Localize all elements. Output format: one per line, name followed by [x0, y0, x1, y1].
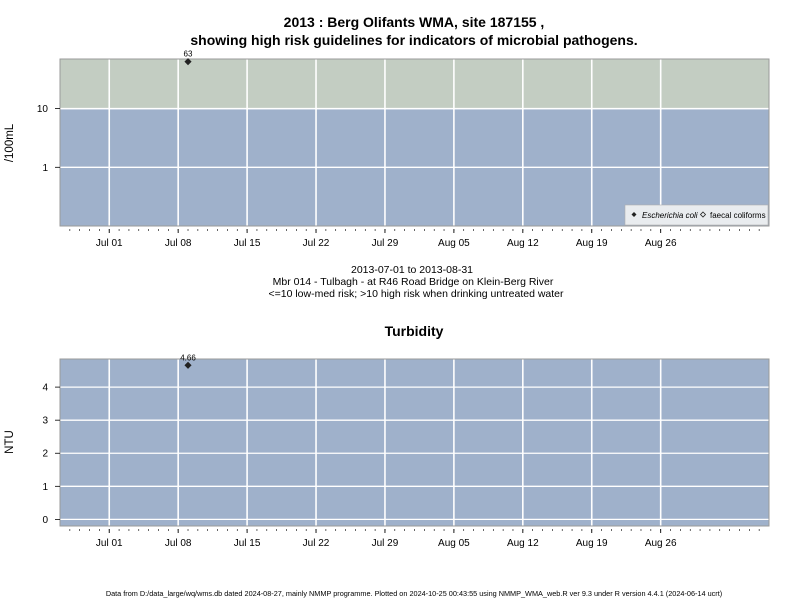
microbial-plot-frame: [59, 58, 770, 227]
data-point-marker: [184, 58, 192, 66]
data-point-marker: [184, 361, 192, 369]
microbial-points: 63: [184, 50, 193, 66]
microbial-x-ticks: Jul 01 Jul 08 Jul 15 Jul 22 Jul 29 Aug 05 Aug …: [69, 229, 760, 249]
microbial-chart: 2013 : Berg Olifants WMA, site 187155 , …: [4, 14, 770, 300]
turbidity-plot-frame: [59, 358, 770, 527]
x-tick-label: Jul 01: [96, 538, 123, 549]
risk-guideline-note: <=10 low-med risk; >10 high risk when dr…: [268, 288, 564, 300]
turbidity-points: 4.66: [180, 353, 196, 369]
turbidity-x-ticks: Jul 01 Jul 08 Jul 15 Jul 22 Jul 29 Aug 05 Aug …: [69, 529, 760, 549]
x-tick-label: Jul 15: [234, 238, 261, 249]
x-tick-label: Aug 26: [645, 238, 677, 249]
legend-ecoli-marker: [631, 212, 637, 217]
legend-box: [624, 204, 769, 226]
y-tick-label: 3: [42, 416, 48, 427]
footer-note: Data from D:/data_large/wq/wms.db dated …: [106, 589, 722, 598]
y-tick-label: 1: [42, 482, 48, 493]
microbial-y-axis-label: /100mL: [4, 123, 16, 162]
x-tick-label: Jul 01: [96, 238, 123, 249]
legend-faecal-marker: [699, 211, 707, 218]
x-tick-label: Aug 12: [507, 238, 539, 249]
x-tick-label: Aug 19: [576, 538, 608, 549]
x-tick-label: Jul 22: [303, 238, 330, 249]
data-point-label: 4.66: [180, 353, 196, 362]
x-tick-label: Aug 19: [576, 238, 608, 249]
high-risk-band: [60, 59, 769, 109]
turbidity-y-axis-label: NTU: [4, 430, 16, 454]
microbial-title-line1: 2013 : Berg Olifants WMA, site 187155 ,: [284, 14, 545, 30]
x-tick-label: Jul 15: [234, 538, 261, 549]
x-tick-label: Jul 08: [165, 538, 192, 549]
microbial-y-ticks: 1 10: [37, 104, 60, 174]
y-tick-label: 4: [42, 383, 48, 394]
turbidity-title: Turbidity: [385, 323, 444, 339]
x-tick-label: Jul 22: [303, 538, 330, 549]
turbidity-y-ticks: 0 1 2 3 4: [42, 383, 60, 526]
microbial-gridlines: [60, 59, 769, 226]
data-point-label: 63: [184, 50, 193, 59]
y-tick-label: 10: [37, 104, 49, 115]
microbial-legend: Escherichia coli faecal coliforms: [624, 204, 769, 226]
x-tick-label: Aug 05: [438, 238, 470, 249]
x-tick-label: Jul 08: [165, 238, 192, 249]
date-range-note: 2013-07-01 to 2013-08-31: [351, 264, 473, 276]
site-description-note: Mbr 014 - Tulbagh - at R46 Road Bridge o…: [273, 276, 554, 288]
y-tick-label: 2: [42, 449, 48, 460]
legend-faecal-label: faecal coliforms: [710, 211, 766, 220]
x-tick-label: Aug 12: [507, 538, 539, 549]
y-tick-label: 1: [42, 163, 48, 174]
x-tick-label: Jul 29: [372, 238, 399, 249]
y-tick-label: 0: [42, 515, 48, 526]
legend-ecoli-label: Escherichia coli: [642, 211, 698, 220]
x-tick-label: Aug 05: [438, 538, 470, 549]
x-tick-label: Jul 29: [372, 538, 399, 549]
turbidity-plot-background: [60, 359, 769, 526]
microbial-title-line2: showing high risk guidelines for indicat…: [190, 32, 637, 48]
turbidity-gridlines: [60, 359, 769, 526]
turbidity-chart: Turbidity 0 1 2 3 4 Jul 01 Jul 08 Jul 15 Jul 22…: [4, 323, 770, 549]
x-tick-label: Aug 26: [645, 538, 677, 549]
